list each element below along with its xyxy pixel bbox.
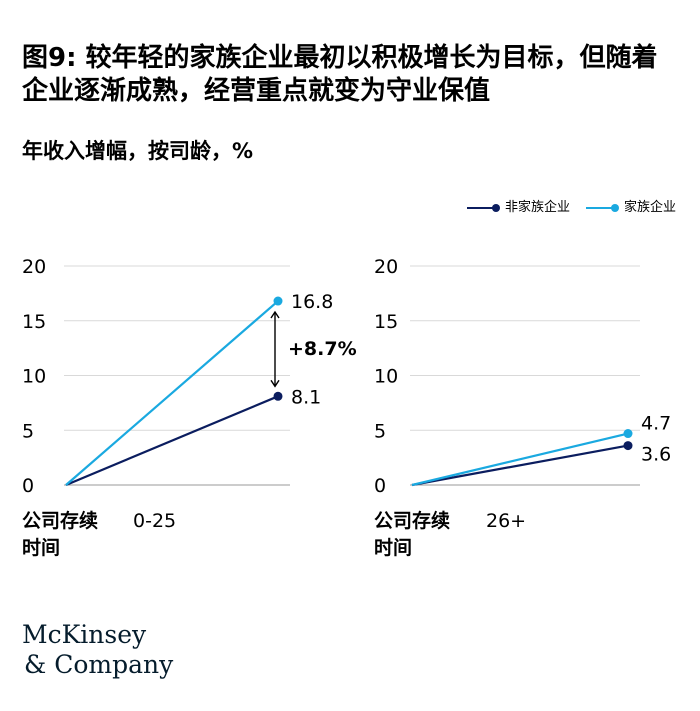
- y-tick-label-2-5: 5: [374, 420, 386, 442]
- series-line-2-non-family: [411, 444, 629, 487]
- data-point-1-family: [273, 296, 283, 306]
- x-category-label-1: 0-25: [133, 510, 176, 532]
- legend-label-non-family: 非家族企业: [504, 200, 570, 215]
- difference-arrow-head-up: [270, 310, 280, 319]
- data-point-2-family: [623, 429, 633, 439]
- x-axis-label-2-line2: 时间: [374, 537, 412, 559]
- y-tick-label-2-10: 10: [374, 366, 398, 388]
- x-category-label-2: 26+: [486, 510, 526, 532]
- legend-item-family: 家族企业: [585, 199, 676, 217]
- difference-arrow-head-down: [270, 379, 280, 388]
- y-tick-label-2-15: 15: [374, 311, 398, 333]
- series-line-2-family: [411, 432, 629, 487]
- data-label-1-family: 16.8: [291, 291, 333, 313]
- difference-annotation: +8.7%: [288, 338, 357, 360]
- data-point-2-non-family: [623, 441, 633, 451]
- y-tick-label-1-0: 0: [22, 475, 34, 497]
- legend-swatch-non-family: [466, 204, 500, 212]
- brand-line1: McKinsey: [22, 620, 147, 649]
- x-axis-label-1-line1: 公司存续: [22, 509, 98, 532]
- legend-label-family: 家族企业: [623, 200, 676, 215]
- brand-line2: & Company: [24, 650, 174, 679]
- y-tick-label-1-15: 15: [22, 311, 46, 333]
- legend-swatch-family: [585, 204, 619, 212]
- y-tick-label-1-5: 5: [22, 420, 34, 442]
- y-tick-label-1-20: 20: [22, 256, 46, 278]
- x-axis-label-2-line1: 公司存续: [374, 509, 450, 532]
- chart-title: 图9: 较年轻的家族企业最初以积极增长为目标，但随着企业逐渐成熟，经营重点就变为…: [22, 43, 658, 106]
- mckinsey-logo: McKinsey & Company: [22, 620, 173, 680]
- data-label-1-non-family: 8.1: [291, 386, 321, 408]
- legend-item-non-family: 非家族企业: [466, 199, 570, 217]
- legend: 非家族企业 家族企业: [451, 199, 676, 217]
- series-line-1-family: [65, 300, 279, 486]
- data-point-1-non-family: [273, 391, 283, 401]
- y-tick-label-2-0: 0: [374, 475, 386, 497]
- y-tick-label-2-20: 20: [374, 256, 398, 278]
- data-label-2-non-family: 3.6: [641, 444, 671, 466]
- x-axis-label-1-line2: 时间: [22, 537, 60, 559]
- data-label-2-family: 4.7: [641, 413, 671, 435]
- series-line-1-non-family: [65, 395, 279, 487]
- y-tick-label-1-10: 10: [22, 366, 46, 388]
- chart-subtitle: 年收入增幅，按司龄，%: [22, 139, 254, 163]
